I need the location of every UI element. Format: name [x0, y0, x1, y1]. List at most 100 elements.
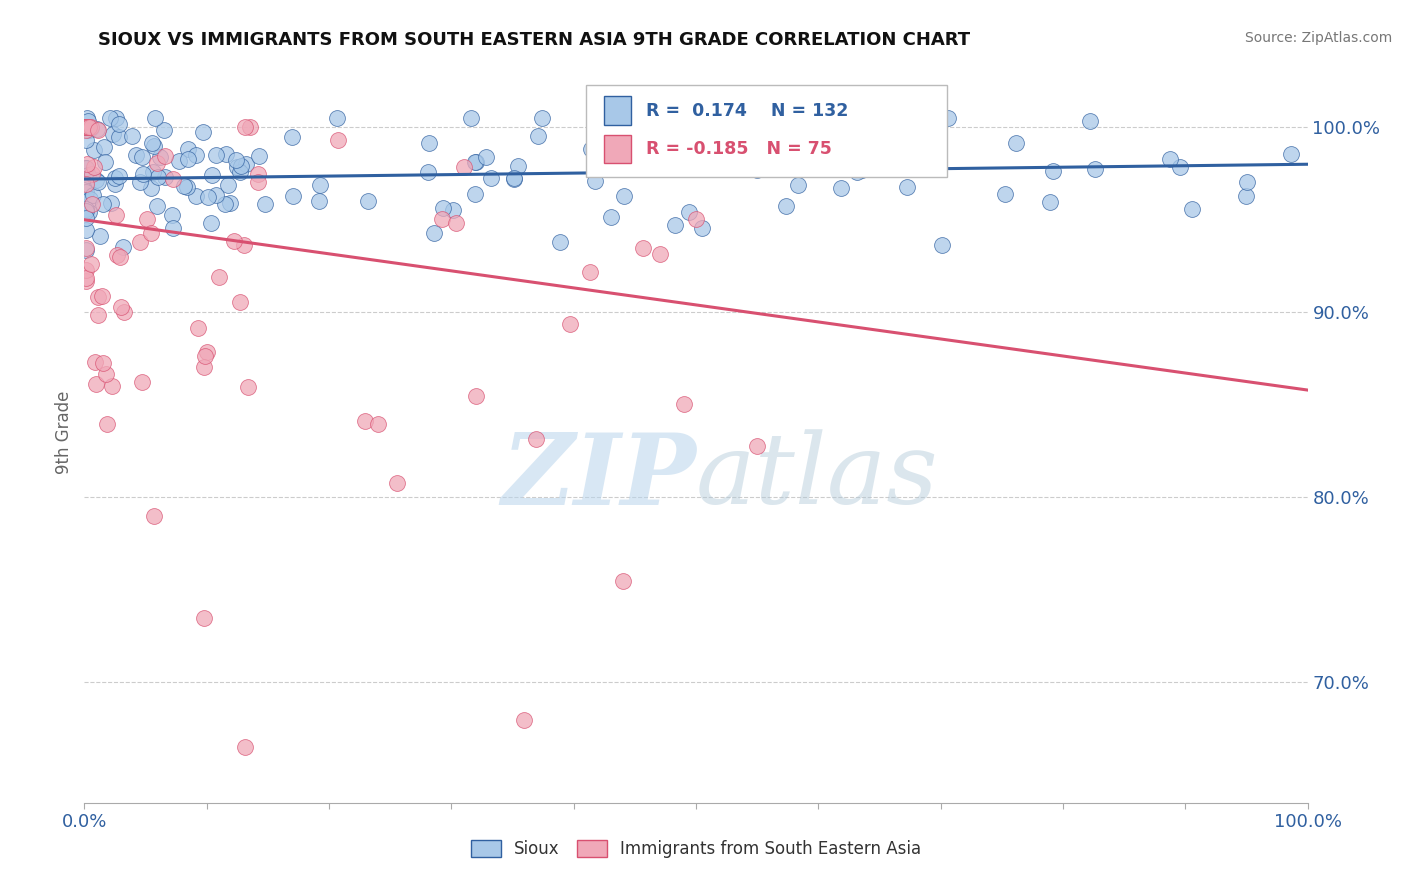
Point	[125, 147, 148, 161]
Point	[75, 270, 97, 285]
Point	[108, 250, 131, 264]
Point	[621, 134, 644, 148]
Point	[200, 217, 222, 231]
Point	[1279, 147, 1302, 161]
Point	[201, 168, 224, 182]
Point	[75, 178, 97, 192]
Point	[184, 189, 207, 203]
FancyBboxPatch shape	[586, 85, 946, 178]
Point	[146, 156, 169, 170]
Point	[143, 508, 166, 523]
Point	[177, 152, 200, 166]
Point	[111, 239, 134, 253]
Point	[76, 113, 98, 128]
Point	[787, 178, 810, 193]
Point	[167, 154, 190, 169]
Point	[103, 177, 125, 191]
Point	[141, 227, 163, 241]
Point	[1181, 202, 1204, 216]
Point	[531, 111, 554, 125]
Point	[678, 204, 700, 219]
Point	[193, 360, 215, 375]
Point	[247, 167, 270, 181]
Point	[599, 210, 621, 224]
Point	[648, 246, 671, 260]
Point	[229, 165, 252, 179]
Point	[75, 123, 97, 137]
Point	[222, 234, 245, 248]
Point	[672, 397, 695, 411]
Point	[75, 211, 97, 226]
Point	[560, 318, 582, 332]
Point	[526, 432, 548, 446]
Point	[446, 216, 468, 230]
Point	[281, 130, 304, 145]
Y-axis label: 9th Grade: 9th Grade	[55, 391, 73, 475]
Point	[143, 111, 166, 125]
Point	[142, 138, 165, 153]
Point	[94, 367, 117, 381]
Point	[890, 161, 912, 176]
Point	[354, 414, 377, 428]
Point	[75, 179, 97, 194]
Point	[326, 111, 349, 125]
Point	[232, 237, 254, 252]
Point	[84, 172, 107, 186]
Point	[215, 147, 238, 161]
Point	[214, 197, 236, 211]
Text: R =  0.174    N = 132: R = 0.174 N = 132	[645, 102, 848, 120]
Point	[75, 120, 97, 135]
Point	[1236, 175, 1258, 189]
Point	[86, 175, 108, 189]
Point	[75, 204, 97, 219]
Point	[105, 248, 128, 262]
Point	[84, 355, 107, 369]
Point	[994, 187, 1017, 202]
Point	[247, 175, 270, 189]
Point	[308, 194, 330, 209]
Point	[131, 150, 153, 164]
Point	[84, 376, 107, 391]
Point	[526, 129, 548, 144]
Point	[1168, 160, 1191, 174]
Point	[104, 171, 127, 186]
Point	[83, 143, 105, 157]
Point	[101, 379, 124, 393]
Point	[664, 218, 686, 232]
Point	[1005, 136, 1028, 150]
Point	[76, 157, 98, 171]
Point	[149, 150, 172, 164]
Point	[75, 202, 97, 216]
Point	[75, 120, 97, 135]
Point	[1042, 164, 1064, 178]
Point	[184, 148, 207, 162]
Point	[129, 235, 152, 249]
Point	[86, 123, 108, 137]
Point	[747, 439, 769, 453]
Point	[205, 188, 228, 202]
Text: SIOUX VS IMMIGRANTS FROM SOUTH EASTERN ASIA 9TH GRADE CORRELATION CHART: SIOUX VS IMMIGRANTS FROM SOUTH EASTERN A…	[98, 31, 970, 49]
Point	[579, 142, 602, 156]
Point	[160, 209, 183, 223]
Bar	[605, 135, 631, 163]
Point	[685, 211, 707, 226]
Point	[846, 165, 869, 179]
Point	[464, 187, 486, 202]
Point	[110, 300, 132, 314]
Point	[745, 162, 768, 177]
Point	[936, 111, 959, 125]
Point	[613, 189, 636, 203]
Point	[441, 203, 464, 218]
Point	[423, 227, 446, 241]
Point	[896, 179, 918, 194]
Point	[131, 376, 153, 390]
Point	[128, 175, 150, 189]
Legend: Sioux, Immigrants from South Eastern Asia: Sioux, Immigrants from South Eastern Asi…	[464, 833, 928, 865]
Point	[75, 120, 97, 135]
Point	[830, 180, 852, 194]
Point	[176, 180, 198, 194]
Point	[80, 167, 103, 181]
Point	[367, 417, 389, 431]
Point	[229, 295, 252, 310]
Point	[162, 172, 184, 186]
